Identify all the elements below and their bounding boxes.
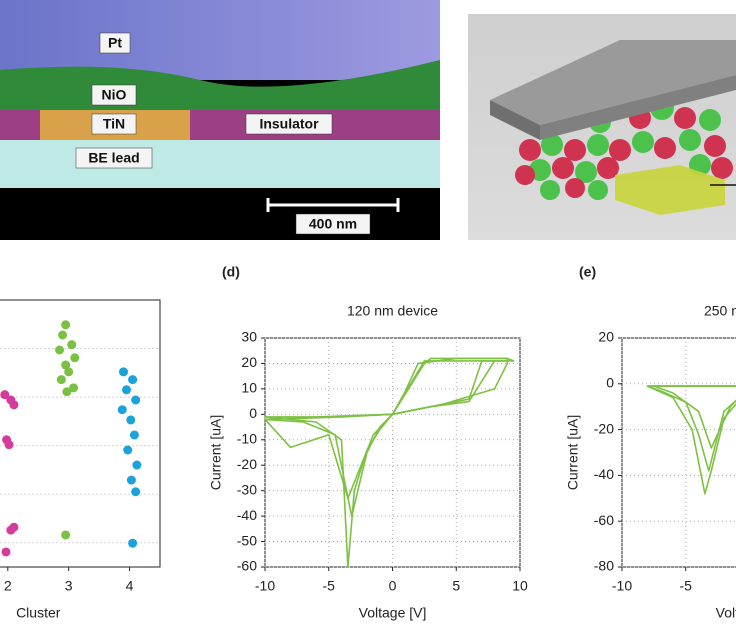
label-box [295,213,371,235]
top-electrode-side [490,100,540,140]
scatter-point [1,547,11,557]
label-box [75,147,153,169]
scatter-point [118,367,128,377]
scatter-point [132,460,142,470]
scatter-point [129,430,139,440]
scatter-point [6,525,16,535]
x-tick-label: 0 [389,578,397,594]
top-electrode [490,40,736,125]
y-tick-label: -40 [237,507,257,523]
y-axis-label: Current [uA] [208,415,224,490]
label-box [99,32,131,54]
iv-curve [646,385,736,472]
scatter-point [128,375,138,385]
top-electrode-front [540,75,736,140]
iv-curve [264,357,515,517]
scale-bar [266,198,400,212]
scatter-point [69,383,79,393]
y-tick-label: 20 [241,354,257,370]
scatter-point [117,405,127,415]
x-tick-label: 2 [4,578,12,594]
scatter-point [70,353,80,363]
scatter-point [126,415,136,425]
scatter-point [128,538,138,548]
x-axis-label: Voltage [V] [716,605,736,621]
scatter-point [123,445,133,455]
y-axis-label: Current [uA] [565,415,581,490]
plot-frame [264,337,521,568]
y-tick-label: -20 [237,456,257,472]
scatter-point [131,395,141,405]
plot-frame [621,337,736,568]
layer-label: Pt [108,35,122,51]
y-tick-label: 10 [241,380,257,396]
chart-title: 250 nm device [704,303,736,319]
scatter-point [56,375,66,385]
scatter-point [58,330,68,340]
y-tick-label: -60 [594,512,614,528]
iv-curve [646,385,736,495]
scatter-point [126,475,136,485]
bottom-electrode [615,165,725,215]
scatter-point [61,360,71,370]
scatter-point [4,440,14,450]
scatter-point [9,400,19,410]
label-box [245,113,333,135]
y-tick-label: 30 [241,329,257,345]
scatter-point [62,387,72,397]
y-tick-label: 20 [598,329,614,345]
iv-curve [653,385,736,449]
device-render [468,14,736,240]
panel-label: (e) [579,264,596,280]
x-tick-label: -10 [612,578,632,594]
x-tick-label: 4 [126,578,134,594]
iv-curve [264,357,509,568]
x-tick-label: -5 [680,578,693,594]
y-tick-label: 0 [249,405,257,421]
x-tick-label: 5 [452,578,460,594]
y-tick-label: -10 [237,430,257,446]
x-tick-label: -10 [255,578,275,594]
y-tick-label: -20 [594,420,614,436]
scatter-point [64,367,74,377]
pt-layer [0,0,440,80]
y-tick-label: -80 [594,558,614,574]
charts: 0.51.52.53.54.51234Cluster-60-50-40-30-2… [0,264,736,621]
y-tick-label: 0 [606,375,614,391]
scatter-point [67,340,77,350]
chart-title: 120 nm device [347,303,438,319]
x-axis-label: Voltage [V] [359,605,427,621]
be-layer [0,140,440,188]
layer-label: Insulator [259,116,319,132]
scatter-point [0,390,10,400]
scatter-point [61,530,71,540]
x-tick-label: -5 [323,578,336,594]
y-tick-label: -30 [237,481,257,497]
iv-curve [264,360,509,500]
x-tick-label: 10 [512,578,528,594]
layer-label: TiN [103,116,125,132]
scatter-point [55,345,65,355]
scatter-point [61,320,71,330]
x-tick-label: 3 [65,578,73,594]
chart-panel: 0.51.52.53.54.51234Cluster [0,299,161,621]
panel-label: (d) [222,264,240,280]
y-tick-label: -50 [237,532,257,548]
label-box [91,113,137,135]
x-axis-label: Cluster [16,605,61,621]
plot-frame [0,299,161,568]
scatter-point [122,385,132,395]
label-box [91,84,137,106]
y-tick-label: -60 [237,558,257,574]
scatter-point [131,487,141,497]
scale-label: 400 nm [309,216,357,232]
layer-label: NiO [102,87,127,103]
sem-image: Pt NiO TiN Insulator BE lead 400 nm [0,0,440,240]
y-tick-label: -40 [594,466,614,482]
layer-label: BE lead [88,150,139,166]
